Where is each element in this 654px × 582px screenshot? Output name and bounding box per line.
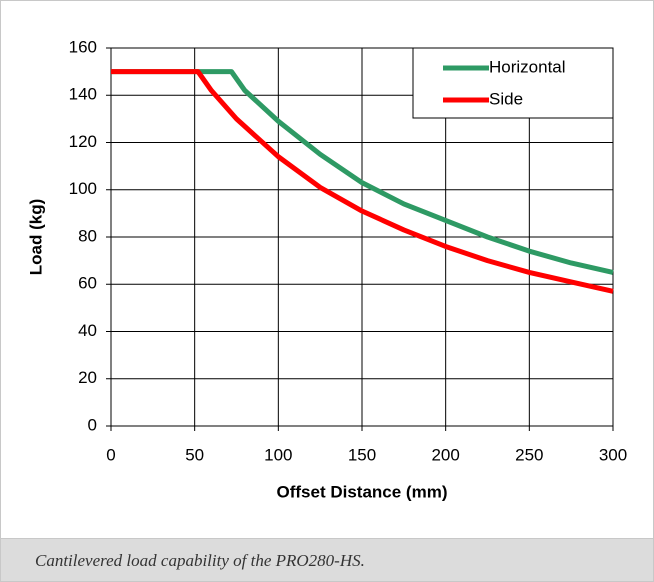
x-axis-label: Offset Distance (mm) <box>277 482 448 501</box>
y-tick-label: 40 <box>78 321 97 340</box>
y-tick-label: 120 <box>69 132 97 151</box>
x-tick-label: 150 <box>348 445 376 464</box>
y-tick-label: 0 <box>88 415 97 434</box>
y-tick-label: 140 <box>69 85 97 104</box>
plot-frame <box>110 47 614 427</box>
x-tick-label: 100 <box>264 445 292 464</box>
caption: Cantilevered load capability of the PRO2… <box>1 538 653 581</box>
y-tick-label: 160 <box>69 37 97 56</box>
line <box>111 69 614 275</box>
line <box>111 69 614 294</box>
legend-label: Horizontal <box>489 57 566 76</box>
y-tick-label: 100 <box>69 179 97 198</box>
legend-label: Side <box>489 89 523 108</box>
x-tick-label: 200 <box>431 445 459 464</box>
x-tick-label: 250 <box>515 445 543 464</box>
y-tick-label: 80 <box>78 226 97 245</box>
chart: Offset Distance (mm) Load (kg) 0 20 40 60 80… <box>26 37 627 501</box>
y-tick-label: 60 <box>78 274 97 293</box>
legend-box <box>412 47 614 119</box>
x-tick-label: 0 <box>106 445 115 464</box>
y-tick-label: 20 <box>78 368 97 387</box>
x-tick-label: 300 <box>599 445 627 464</box>
y-axis-label: Load (kg) <box>26 199 45 276</box>
x-tick-label: 50 <box>185 445 204 464</box>
